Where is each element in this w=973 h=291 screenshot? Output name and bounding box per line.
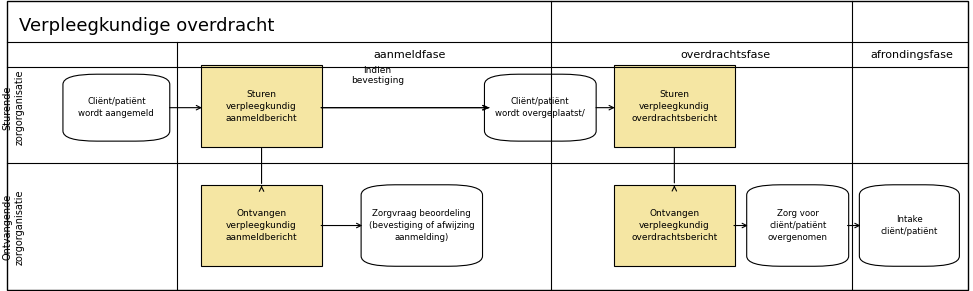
Text: Cliënt/patiënt
wordt overgeplaatst/: Cliënt/patiënt wordt overgeplaatst/	[495, 97, 585, 118]
Text: Sturende
zorgorganisatie: Sturende zorgorganisatie	[3, 70, 24, 146]
Text: Ontvangen
verpleegkundig
overdrachtsbericht: Ontvangen verpleegkundig overdrachtsberi…	[631, 209, 717, 242]
Text: Zorg voor
cliënt/patiënt
overgenomen: Zorg voor cliënt/patiënt overgenomen	[768, 209, 828, 242]
FancyBboxPatch shape	[859, 185, 959, 266]
Text: Sturen
verpleegkundig
aanmeldbericht: Sturen verpleegkundig aanmeldbericht	[226, 90, 298, 123]
Text: overdrachtsfase: overdrachtsfase	[680, 49, 771, 60]
FancyBboxPatch shape	[614, 185, 735, 266]
FancyBboxPatch shape	[361, 185, 483, 266]
Text: Verpleegkundige overdracht: Verpleegkundige overdracht	[19, 17, 274, 36]
FancyBboxPatch shape	[7, 1, 968, 290]
Text: aanmeldfase: aanmeldfase	[374, 49, 446, 60]
FancyBboxPatch shape	[200, 185, 322, 266]
Text: Sturen
verpleegkundig
overdrachtsbericht: Sturen verpleegkundig overdrachtsbericht	[631, 90, 717, 123]
FancyBboxPatch shape	[485, 74, 596, 141]
FancyBboxPatch shape	[200, 65, 322, 147]
FancyBboxPatch shape	[63, 74, 169, 141]
Text: Ontvangende
zorgorganisatie: Ontvangende zorgorganisatie	[3, 189, 24, 265]
FancyBboxPatch shape	[614, 65, 735, 147]
Text: afrondingsfase: afrondingsfase	[871, 49, 954, 60]
Text: Indien
bevestiging: Indien bevestiging	[351, 66, 404, 85]
Text: Cliënt/patiënt
wordt aangemeld: Cliënt/patiënt wordt aangemeld	[79, 97, 155, 118]
Text: Ontvangen
verpleegkundig
aanmeldbericht: Ontvangen verpleegkundig aanmeldbericht	[226, 209, 298, 242]
Text: Zorgvraag beoordeling
(bevestiging of afwijzing
aanmelding): Zorgvraag beoordeling (bevestiging of af…	[369, 209, 475, 242]
FancyBboxPatch shape	[746, 185, 848, 266]
Text: Intake
cliënt/patiënt: Intake cliënt/patiënt	[881, 215, 938, 236]
